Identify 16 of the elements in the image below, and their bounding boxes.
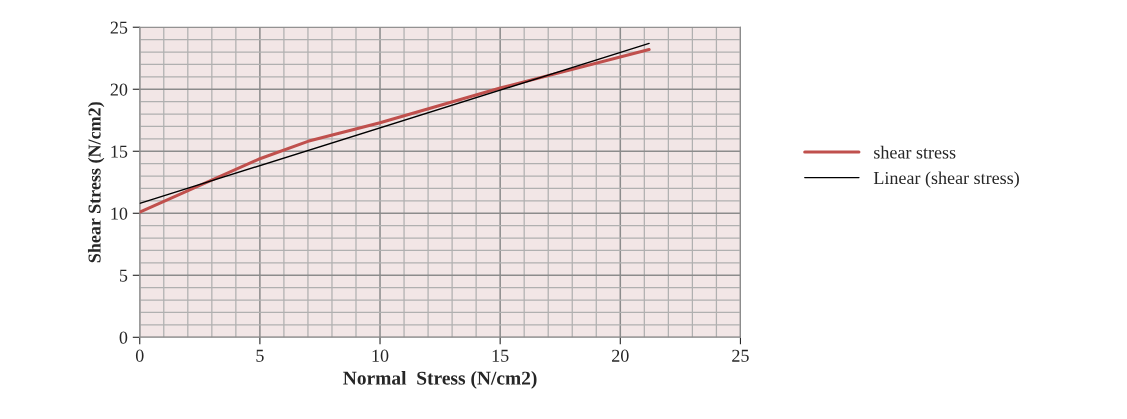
x-tick-label: 15 (492, 349, 509, 362)
y-axis-title: Shear Stress (N/cm2) (87, 102, 105, 263)
y-tick-label: 25 (110, 21, 128, 34)
x-axis-title: Normal Stress (N/cm2) (343, 371, 537, 389)
y-tick-label: 5 (119, 269, 128, 282)
y-tick-label: 10 (111, 207, 128, 220)
legend-label: Linear (shear stress) (873, 171, 1019, 188)
x-tick-label: 20 (612, 349, 629, 362)
x-tick-label: 10 (372, 349, 389, 362)
y-tick-label: 0 (119, 331, 128, 344)
y-tick-label: 20 (110, 83, 128, 96)
x-tick-label: 0 (135, 349, 144, 362)
legend-label: shear stress (874, 145, 956, 159)
x-tick-label: 25 (732, 349, 749, 362)
y-tick-label: 15 (111, 145, 128, 158)
x-tick-label: 5 (256, 349, 264, 362)
